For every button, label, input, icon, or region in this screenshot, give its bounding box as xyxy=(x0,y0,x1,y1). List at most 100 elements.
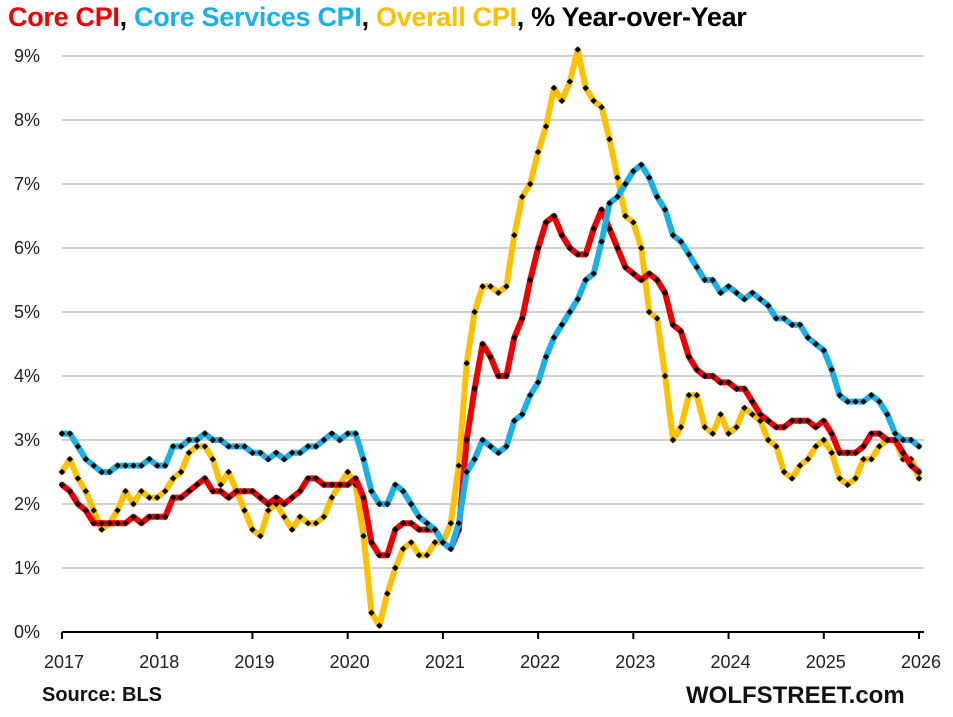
data-point-core-services-cpi xyxy=(733,289,740,296)
data-point-core-cpi xyxy=(161,513,169,520)
x-tick-label: 2021 xyxy=(425,652,465,672)
data-point-core-cpi xyxy=(884,436,891,444)
data-point-overall-cpi xyxy=(598,104,605,111)
y-tick-label: 8% xyxy=(14,110,40,130)
data-point-overall-cpi xyxy=(384,590,391,597)
data-point-overall-cpi xyxy=(542,123,550,130)
data-point-core-services-cpi xyxy=(233,443,240,450)
data-point-core-services-cpi xyxy=(844,398,851,405)
data-point-core-cpi xyxy=(526,276,534,284)
data-point-overall-cpi xyxy=(780,468,788,476)
y-axis-tick-labels: 0% 1% 2% 3% 4% 5% 6% 7% 8% 9% xyxy=(14,46,40,642)
data-point-core-cpi xyxy=(368,539,375,546)
data-point-core-services-cpi xyxy=(423,520,431,527)
data-point-overall-cpi xyxy=(582,84,589,92)
data-point-core-services-cpi xyxy=(288,449,296,456)
data-point-core-services-cpi xyxy=(503,443,510,450)
data-point-core-cpi xyxy=(574,251,581,258)
data-point-core-services-cpi xyxy=(479,436,486,444)
data-point-core-services-cpi xyxy=(622,180,629,188)
data-point-overall-cpi xyxy=(614,174,621,181)
data-point-core-services-cpi xyxy=(138,462,145,469)
series-core-cpi xyxy=(58,206,923,559)
series-core-services-cpi xyxy=(58,161,923,552)
data-point-core-services-cpi xyxy=(368,488,375,495)
data-point-core-services-cpi xyxy=(780,315,788,322)
data-point-core-cpi xyxy=(796,417,804,424)
data-point-overall-cpi xyxy=(209,456,216,463)
data-point-core-cpi xyxy=(733,385,740,392)
data-point-core-services-cpi xyxy=(161,462,169,469)
title-overall-cpi: Overall CPI xyxy=(375,2,517,32)
data-point-core-services-cpi xyxy=(534,379,542,386)
data-point-core-cpi xyxy=(860,443,867,450)
data-point-overall-cpi xyxy=(241,507,248,514)
y-tick-label: 7% xyxy=(14,174,40,194)
data-point-overall-cpi xyxy=(550,84,558,92)
data-point-overall-cpi xyxy=(693,392,701,399)
data-point-core-cpi xyxy=(344,481,351,488)
data-point-core-cpi xyxy=(741,385,748,392)
data-point-core-services-cpi xyxy=(241,443,248,450)
data-point-overall-cpi xyxy=(265,507,272,514)
data-point-core-services-cpi xyxy=(90,462,97,469)
data-point-core-services-cpi xyxy=(344,430,351,437)
data-point-overall-cpi xyxy=(796,462,804,469)
data-point-overall-cpi xyxy=(320,513,328,520)
data-point-core-services-cpi xyxy=(265,456,272,463)
data-point-core-services-cpi xyxy=(653,193,661,200)
series-group xyxy=(58,46,923,629)
y-tick-label: 0% xyxy=(14,622,40,642)
data-point-overall-cpi xyxy=(788,475,796,482)
data-point-core-cpi xyxy=(542,219,550,226)
data-point-core-cpi xyxy=(288,494,296,501)
data-point-core-services-cpi xyxy=(392,481,399,488)
data-point-overall-cpi xyxy=(733,424,740,431)
data-point-core-cpi xyxy=(701,372,708,380)
data-point-core-services-cpi xyxy=(447,545,455,552)
data-point-overall-cpi xyxy=(749,411,756,418)
data-point-core-services-cpi xyxy=(146,456,153,463)
data-point-overall-cpi xyxy=(709,430,716,437)
data-point-core-cpi xyxy=(511,334,518,341)
data-point-overall-cpi xyxy=(201,443,209,450)
data-point-overall-cpi xyxy=(646,308,653,316)
data-point-core-cpi xyxy=(58,481,66,488)
data-point-overall-cpi xyxy=(606,136,613,143)
data-point-core-services-cpi xyxy=(249,449,256,456)
data-point-core-cpi xyxy=(915,468,923,476)
data-point-overall-cpi xyxy=(701,424,708,431)
data-point-overall-cpi xyxy=(122,488,129,495)
data-point-overall-cpi xyxy=(138,488,145,495)
data-point-core-cpi xyxy=(90,520,97,527)
data-point-core-services-cpi xyxy=(630,168,637,175)
y-tick-label: 1% xyxy=(14,558,40,578)
title-core-cpi: Core CPI xyxy=(8,2,120,32)
data-point-core-services-cpi xyxy=(566,308,574,316)
data-point-core-services-cpi xyxy=(899,436,907,444)
data-point-core-cpi xyxy=(907,462,915,469)
data-point-core-services-cpi xyxy=(304,443,312,450)
data-point-core-services-cpi xyxy=(526,392,534,399)
data-point-overall-cpi xyxy=(804,456,812,463)
data-point-core-services-cpi xyxy=(185,436,193,444)
data-point-core-cpi xyxy=(812,424,820,431)
data-point-core-cpi xyxy=(320,481,328,488)
data-point-overall-cpi xyxy=(407,539,415,546)
data-point-overall-cpi xyxy=(852,475,859,482)
data-point-core-cpi xyxy=(693,366,701,373)
data-point-core-services-cpi xyxy=(415,513,423,520)
data-point-core-services-cpi xyxy=(471,456,478,463)
data-point-core-cpi xyxy=(463,436,470,444)
data-point-overall-cpi xyxy=(526,180,534,188)
data-point-core-services-cpi xyxy=(820,347,827,354)
data-point-core-cpi xyxy=(336,481,343,488)
data-point-core-cpi xyxy=(646,270,653,277)
data-point-core-cpi xyxy=(487,353,494,360)
data-point-core-cpi xyxy=(280,500,288,508)
data-point-core-cpi xyxy=(392,526,399,533)
data-point-overall-cpi xyxy=(58,468,66,476)
data-point-core-cpi xyxy=(685,353,693,360)
data-point-core-cpi xyxy=(749,398,756,405)
